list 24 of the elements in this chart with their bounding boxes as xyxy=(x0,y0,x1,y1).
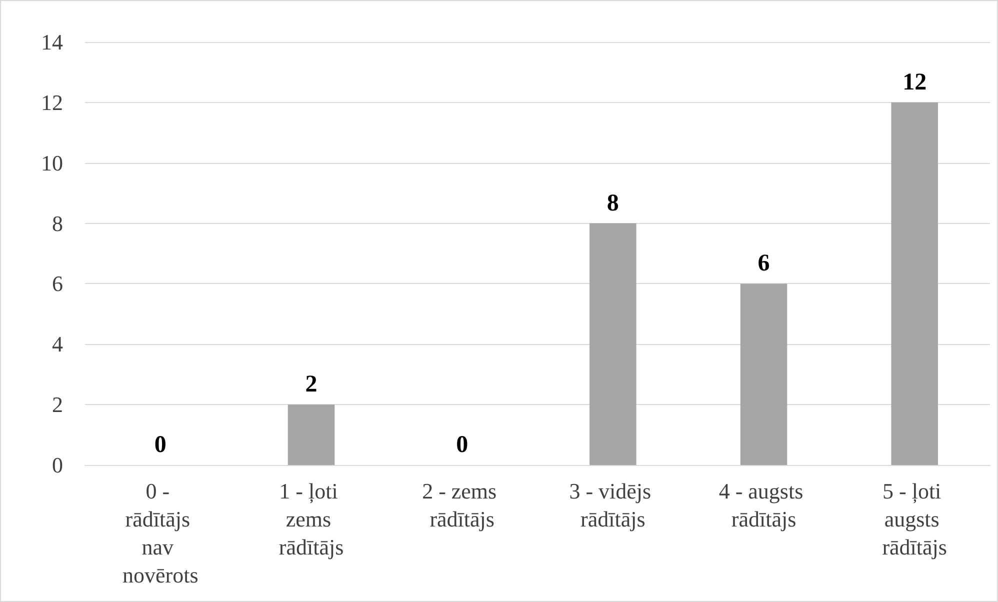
y-tick-label: 0 xyxy=(52,452,63,478)
x-tick-label: 5 - ļoti augsts rādītājs xyxy=(882,478,947,560)
data-label: 0 xyxy=(456,432,468,458)
data-label: 2 xyxy=(305,372,318,398)
bar xyxy=(288,404,335,465)
y-tick-label: 2 xyxy=(52,392,63,418)
y-tick-label: 14 xyxy=(41,30,63,54)
bar xyxy=(590,223,636,465)
y-tick-label: 8 xyxy=(52,210,63,236)
x-tick-label: 4 - augsts rādītājs xyxy=(718,478,809,532)
data-label: 8 xyxy=(606,190,619,216)
y-tick-label: 10 xyxy=(41,150,63,176)
x-tick-label: 3 - vidējs rādītājs xyxy=(569,478,657,532)
data-label: 12 xyxy=(902,69,927,96)
y-tick-label: 6 xyxy=(52,271,63,296)
data-label: 6 xyxy=(758,250,770,277)
x-tick-label: 0 - rādītājs nav novērots xyxy=(122,478,198,588)
y-tick-label: 4 xyxy=(52,332,63,357)
data-label: 0 xyxy=(154,432,166,458)
x-tick-label: 2 - zems rādītājs xyxy=(422,478,502,532)
bar xyxy=(740,284,788,465)
y-tick-label: 12 xyxy=(41,90,63,115)
x-tick-label: 1 - ļoti zems rādītājs xyxy=(278,478,344,560)
bar xyxy=(891,102,938,465)
